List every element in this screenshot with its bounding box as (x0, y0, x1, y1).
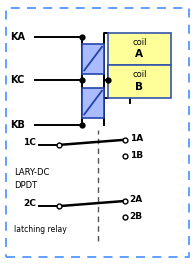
Text: 1A: 1A (130, 134, 143, 143)
Text: 2B: 2B (130, 212, 143, 221)
Text: LARY-DC: LARY-DC (14, 168, 49, 177)
Bar (108, 65, 171, 98)
Text: 2C: 2C (23, 199, 36, 208)
Bar (82, 43, 104, 74)
Text: 1B: 1B (130, 151, 143, 160)
Text: B: B (135, 82, 144, 92)
Text: KC: KC (10, 75, 24, 85)
Text: 2A: 2A (130, 195, 143, 204)
Text: coil: coil (132, 38, 147, 47)
Text: DPDT: DPDT (14, 181, 37, 190)
Text: latching relay: latching relay (14, 225, 66, 234)
Bar (108, 33, 171, 65)
Text: coil: coil (132, 70, 147, 79)
Text: 1C: 1C (23, 138, 36, 147)
Text: KB: KB (10, 120, 25, 130)
Bar (82, 87, 104, 118)
Text: A: A (135, 49, 144, 59)
Text: KA: KA (10, 32, 25, 42)
